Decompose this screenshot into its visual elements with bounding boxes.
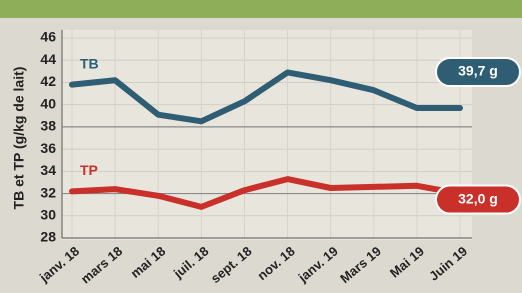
y-tick-label: 42 — [40, 73, 56, 89]
series-label: TP — [80, 162, 98, 178]
y-tick-label: 36 — [40, 140, 56, 156]
y-tick-label: 30 — [40, 206, 56, 222]
y-tick-label: 28 — [40, 229, 56, 245]
y-tick-label: 38 — [40, 118, 56, 134]
value-label: 39,7 g — [458, 63, 498, 79]
y-tick-label: 32 — [40, 184, 56, 200]
y-axis-title: TB et TP (g/kg de lait) — [11, 67, 27, 210]
chart: TB et TP (g/kg de lait) 28 30 32 34 36 38 40 42… — [0, 0, 522, 293]
photo-strip — [0, 0, 522, 18]
series-label: TB — [80, 55, 99, 71]
y-tick-label: 34 — [40, 162, 56, 178]
y-tick-label: 40 — [40, 95, 56, 111]
y-tick-label: 46 — [40, 29, 56, 45]
plot-area — [62, 30, 472, 240]
y-tick-label: 44 — [40, 51, 56, 67]
value-label: 32,0 g — [458, 190, 498, 206]
